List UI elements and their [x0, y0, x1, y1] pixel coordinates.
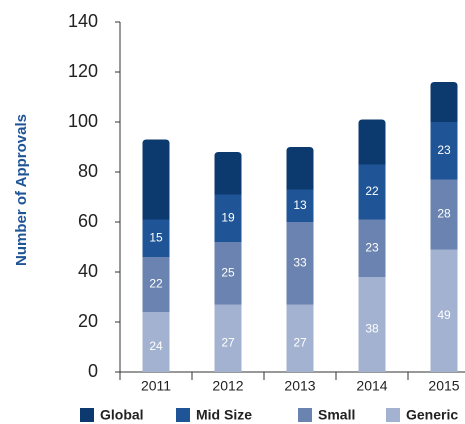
bar-segment: [358, 277, 386, 372]
x-tick-label: 2015: [428, 378, 459, 394]
legend-label: Global: [100, 407, 144, 423]
bar-segment: [142, 219, 170, 257]
data-label: 28: [437, 207, 451, 221]
data-label: 23: [437, 143, 451, 157]
bar-segment: [358, 164, 386, 220]
data-label: 22: [365, 184, 379, 198]
bar-segment: [430, 82, 458, 122]
data-label: 49: [437, 308, 451, 322]
y-tick-label: 100: [68, 111, 98, 131]
data-label: 27: [293, 335, 307, 349]
x-tick-label: 2011: [141, 378, 171, 394]
data-label: 15: [149, 230, 163, 244]
data-label: 24: [149, 339, 163, 353]
bar-segment: [286, 222, 314, 305]
bar-segment: [142, 312, 170, 372]
data-label: 22: [149, 277, 163, 291]
y-tick-label: 120: [68, 61, 98, 81]
x-tick-label: 2012: [212, 378, 243, 394]
data-label: 19: [221, 210, 235, 224]
y-tick-label: 60: [78, 211, 98, 231]
bar-segment: [142, 257, 170, 312]
bar-segment: [358, 119, 386, 165]
bar-segment: [214, 304, 242, 372]
bar-segment: [430, 179, 458, 250]
legend-label: Small: [318, 407, 355, 423]
legend-swatch: [386, 408, 400, 422]
bar-segment: [142, 139, 170, 220]
y-tick-label: 40: [78, 261, 98, 281]
data-label: 13: [293, 198, 307, 212]
legend-label: Generic: [406, 407, 458, 423]
legend-swatch: [298, 408, 312, 422]
bar-segment: [214, 152, 242, 195]
data-label: 27: [221, 335, 235, 349]
y-axis-title: Number of Approvals: [13, 114, 30, 266]
x-tick-label: 2014: [356, 378, 387, 394]
bar-segment: [214, 242, 242, 305]
bar-segment: [430, 122, 458, 180]
bar-segment: [214, 194, 242, 242]
y-tick-label: 0: [88, 361, 98, 381]
bar-segment: [358, 219, 386, 277]
legend-label: Mid Size: [196, 407, 252, 423]
x-tick-label: 2013: [284, 378, 315, 394]
bar-segment: [286, 304, 314, 372]
y-tick-label: 20: [78, 311, 98, 331]
data-label: 23: [365, 240, 379, 254]
legend-swatch: [176, 408, 190, 422]
bar-segment: [286, 147, 314, 190]
data-label: 33: [293, 255, 307, 269]
y-tick-label: 140: [68, 11, 98, 31]
bar-segment: [430, 249, 458, 372]
data-label: 38: [365, 322, 379, 336]
data-label: 25: [221, 265, 235, 279]
legend-swatch: [80, 408, 94, 422]
y-tick-label: 80: [78, 161, 98, 181]
bar-segment: [286, 189, 314, 222]
